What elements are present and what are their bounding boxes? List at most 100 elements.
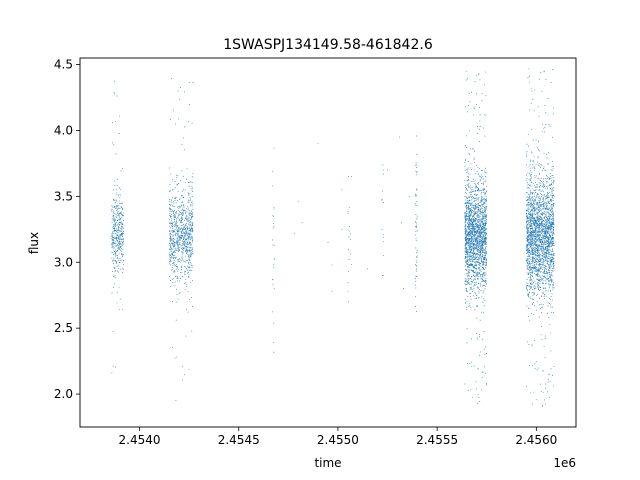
- data-point: [176, 216, 178, 218]
- data-point: [526, 210, 527, 212]
- data-point: [192, 230, 194, 232]
- data-point: [478, 213, 480, 214]
- data-point: [528, 199, 530, 201]
- data-point: [535, 239, 537, 240]
- data-point: [186, 168, 188, 170]
- data-point: [471, 191, 473, 193]
- data-point: [483, 285, 485, 287]
- data-point: [481, 276, 483, 278]
- data-point: [416, 256, 418, 258]
- data-point: [120, 238, 122, 240]
- data-point: [536, 239, 538, 241]
- data-point: [191, 267, 193, 268]
- data-point: [183, 227, 184, 229]
- data-point: [546, 233, 548, 235]
- data-point: [553, 237, 554, 239]
- data-point: [470, 230, 472, 232]
- data-point: [527, 273, 529, 275]
- data-point: [531, 343, 533, 345]
- data-point: [272, 283, 274, 285]
- data-point: [481, 389, 482, 390]
- data-point: [538, 252, 540, 254]
- data-point: [469, 243, 471, 245]
- data-point: [191, 200, 193, 202]
- data-point: [477, 231, 479, 233]
- data-point: [542, 234, 543, 236]
- data-point: [415, 278, 416, 280]
- data-point: [467, 238, 469, 240]
- data-point: [552, 228, 554, 230]
- data-point: [272, 239, 274, 241]
- data-point: [538, 235, 540, 237]
- data-point: [526, 248, 528, 250]
- data-point: [468, 214, 470, 216]
- data-point: [531, 216, 532, 218]
- data-point: [114, 93, 115, 95]
- data-point: [543, 254, 545, 256]
- data-point: [190, 204, 192, 206]
- data-point: [169, 237, 171, 238]
- data-point: [192, 236, 193, 238]
- data-point: [553, 230, 554, 232]
- data-point: [481, 274, 483, 276]
- data-point: [189, 181, 191, 183]
- data-point: [415, 195, 417, 197]
- data-point: [479, 216, 481, 218]
- data-point: [535, 256, 537, 258]
- data-point: [117, 224, 119, 225]
- data-point: [547, 195, 549, 197]
- data-point: [536, 268, 538, 270]
- data-point: [548, 316, 550, 318]
- data-point: [550, 231, 552, 233]
- data-point: [174, 269, 176, 271]
- data-point: [553, 220, 555, 222]
- data-point: [185, 238, 187, 240]
- data-point: [467, 363, 468, 365]
- data-point: [484, 200, 486, 202]
- data-point: [182, 213, 184, 215]
- data-point: [545, 170, 547, 172]
- data-point: [536, 249, 538, 251]
- data-point: [114, 206, 116, 207]
- data-point: [485, 180, 487, 182]
- data-point: [116, 95, 118, 97]
- data-point: [115, 254, 117, 256]
- data-point: [535, 242, 537, 244]
- data-point: [382, 202, 384, 203]
- data-point: [187, 218, 189, 220]
- data-point: [547, 222, 549, 224]
- data-point: [186, 260, 188, 262]
- data-point: [538, 278, 540, 280]
- data-point: [475, 237, 477, 239]
- data-point: [541, 338, 543, 340]
- data-point: [169, 240, 171, 242]
- data-point: [483, 274, 485, 276]
- data-point: [475, 185, 477, 187]
- data-point: [484, 222, 486, 224]
- data-point: [542, 221, 543, 223]
- data-point: [471, 201, 473, 203]
- data-point: [538, 223, 539, 225]
- data-point: [468, 258, 470, 260]
- data-point: [186, 285, 188, 287]
- data-point: [540, 214, 542, 216]
- data-point: [467, 265, 469, 267]
- data-point: [415, 162, 417, 164]
- data-point: [540, 199, 542, 201]
- data-point: [470, 213, 471, 215]
- data-point: [549, 259, 551, 261]
- data-point: [477, 239, 479, 241]
- data-point: [466, 246, 467, 248]
- data-point: [469, 257, 471, 259]
- data-point: [540, 259, 542, 261]
- data-point: [466, 235, 468, 237]
- data-point: [476, 246, 478, 247]
- data-point: [478, 234, 480, 236]
- data-point: [120, 221, 122, 223]
- data-point: [116, 302, 118, 304]
- data-point: [118, 253, 120, 255]
- data-point: [185, 218, 187, 220]
- data-point: [552, 107, 554, 109]
- data-point: [477, 234, 478, 236]
- data-point: [467, 252, 469, 254]
